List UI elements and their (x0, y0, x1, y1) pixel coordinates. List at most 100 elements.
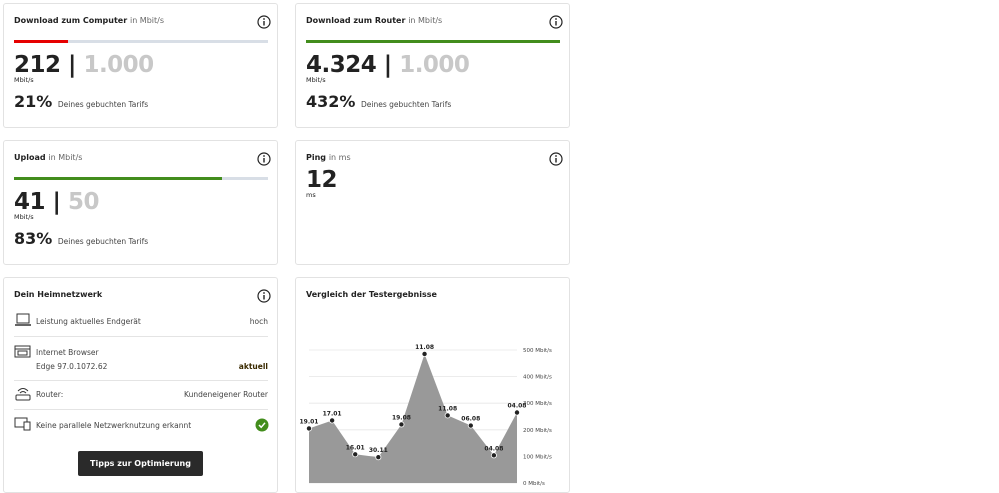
percent-line: 432% Deines gebuchten Tarifs (306, 92, 451, 111)
point-label: 16.01 (346, 444, 365, 451)
speed: 212 | 1.000 (14, 52, 154, 78)
card-title: Dein Heimnetzwerk (14, 290, 103, 299)
point (375, 454, 382, 461)
value: 41 (14, 189, 46, 215)
card-title: Download zum Router in Mbit/s (306, 16, 442, 25)
percent: 21% (14, 92, 53, 111)
value: 12 (306, 167, 338, 193)
area (309, 353, 517, 483)
info-icon[interactable] (257, 152, 271, 166)
card-title: Download zum Computer in Mbit/s (14, 16, 164, 25)
row-label: Router: (36, 390, 64, 399)
network-row: Keine parallele Netzwerknutzung erkannt (14, 421, 268, 430)
router-icon (15, 388, 31, 401)
row-value: hoch (249, 317, 268, 326)
value: 4.324 (306, 52, 377, 78)
unit-note: in ms (328, 153, 351, 162)
browser-icon (14, 345, 31, 358)
row-label: Keine parallele Netzwerknutzung erkannt (36, 421, 192, 430)
point (305, 425, 312, 432)
check-icon (255, 418, 269, 432)
point (398, 421, 405, 428)
card-title: Vergleich der Testergebnisse (306, 290, 437, 299)
network-row: Internet Browser (14, 348, 268, 357)
home-network-card: Dein Heimnetzwerk Leistung aktuelles End… (3, 277, 278, 493)
unit-note: in Mbit/s (408, 16, 443, 25)
max: 1.000 (83, 52, 154, 78)
unit: ms (306, 191, 316, 199)
unit: Mbit/s (14, 213, 34, 221)
point-label: 11.08 (415, 344, 434, 351)
tariff-text: Deines gebuchten Tarifs (361, 100, 452, 109)
point (421, 350, 428, 357)
percent: 432% (306, 92, 356, 111)
card-title: Ping in ms (306, 153, 351, 162)
network-row: Edge 97.0.1072.62 aktuell (14, 362, 268, 371)
point-label: 04.08 (508, 403, 527, 410)
devices-icon (14, 417, 31, 431)
tariff-text: Deines gebuchten Tarifs (57, 237, 149, 246)
unit-note: in Mbit/s (48, 153, 83, 162)
comparison-card: Vergleich der Testergebnisse 0 Mbit/s 100… (295, 277, 570, 493)
tariff-text: Deines gebuchten Tarifs (57, 100, 149, 109)
bar-track (306, 40, 560, 43)
title-text: Download zum Router (306, 16, 406, 25)
row-value: aktuell (238, 362, 268, 371)
point (490, 452, 497, 459)
row-detail: Edge 97.0.1072.62 (36, 362, 108, 371)
point-label: 19.01 (300, 418, 319, 425)
point-label: 17.01 (323, 410, 342, 417)
info-icon[interactable] (257, 15, 271, 29)
point (352, 451, 359, 458)
download-router-card: Download zum Router in Mbit/s 4.324 | 1.… (295, 3, 570, 128)
laptop-icon (15, 313, 31, 326)
max: 50 (67, 189, 100, 215)
separator (14, 380, 268, 381)
info-icon[interactable] (549, 152, 563, 166)
point (444, 412, 451, 419)
row-label: Internet Browser (36, 348, 99, 357)
row-label: Leistung aktuelles Endgerät (36, 317, 141, 326)
separator (14, 336, 268, 337)
bar-track (14, 177, 268, 180)
point (329, 417, 336, 424)
y-tick-label: 400 Mbit/s (523, 375, 552, 381)
upload-card: Upload in Mbit/s 41 | 50 Mbit/s 83% Dein… (3, 140, 278, 265)
point-label: 06.08 (461, 416, 480, 423)
point-label: 30.11 (369, 447, 388, 454)
percent-line: 83% Deines gebuchten Tarifs (14, 229, 148, 248)
y-tick-label: 200 Mbit/s (523, 428, 552, 434)
max: 1.000 (399, 52, 470, 78)
point (467, 422, 474, 429)
card-title: Upload in Mbit/s (14, 153, 82, 162)
unit-note: in Mbit/s (129, 16, 165, 25)
comparison-chart: 0 Mbit/s 100 Mbit/s 200 Mbit/s 300 Mbit/s 40… (300, 344, 553, 487)
bar-fill (14, 40, 68, 43)
point-label: 19.08 (392, 414, 411, 421)
download-computer-card: Download zum Computer in Mbit/s 212 | 1.… (3, 3, 278, 128)
info-icon[interactable] (257, 289, 271, 303)
percent-line: 21% Deines gebuchten Tarifs (14, 92, 148, 111)
title-text: Download zum Computer (14, 16, 128, 25)
speed: 4.324 | 1.000 (306, 52, 470, 78)
unit: Mbit/s (306, 76, 326, 84)
bar-track (14, 40, 268, 43)
point (513, 409, 520, 416)
y-tick-label: 500 Mbit/s (523, 348, 552, 354)
title-text: Ping (306, 153, 327, 162)
y-tick-label: 300 Mbit/s (523, 401, 552, 407)
percent: 83% (14, 229, 53, 248)
network-row: Leistung aktuelles Endgerät hoch (14, 317, 268, 326)
y-tick-label: 100 Mbit/s (523, 454, 552, 460)
bar-fill (306, 40, 560, 43)
ping-card: Ping in ms 12 ms (295, 140, 570, 265)
row-value: Kundeneigener Router (184, 390, 268, 399)
network-row: Router: Kundeneigener Router (14, 390, 268, 399)
point-label: 11.08 (438, 405, 457, 412)
speed: 41 | 50 (14, 189, 99, 215)
bar-fill (14, 177, 223, 180)
title-text: Upload (14, 153, 46, 162)
optimize-button[interactable]: Tipps zur Optimierung (78, 451, 203, 476)
info-icon[interactable] (549, 15, 563, 29)
